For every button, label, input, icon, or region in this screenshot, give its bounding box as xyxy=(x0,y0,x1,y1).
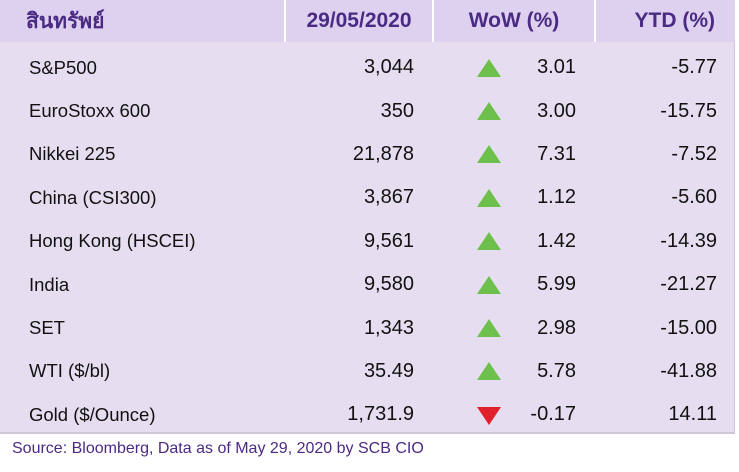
table-row: EuroStoxx 600 350 3.00 -15.75 xyxy=(0,89,735,132)
source-note: Source: Bloomberg, Data as of May 29, 20… xyxy=(12,440,424,457)
wow-value: 1.12 xyxy=(537,186,576,209)
asset-name: Hong Kong (HSCEI) xyxy=(29,230,196,252)
triangle-up-icon xyxy=(476,100,502,122)
asset-value: 1,731.9 xyxy=(347,403,414,426)
asset-name: EuroStoxx 600 xyxy=(29,100,151,122)
table-row: WTI ($/bl) 35.49 5.78 -41.88 xyxy=(0,350,735,393)
triangle-down-icon xyxy=(476,404,502,426)
asset-name: China (CSI300) xyxy=(29,186,157,208)
ytd-value: -7.52 xyxy=(671,142,717,165)
arrow-cell xyxy=(414,404,502,426)
wow-value: 1.42 xyxy=(537,229,576,252)
market-table: สินทรัพย์ 29/05/2020 WoW (%) YTD (%) S&P… xyxy=(0,0,735,434)
triangle-up-icon xyxy=(476,360,502,382)
wow-value: 2.98 xyxy=(537,316,576,339)
arrow-cell xyxy=(414,143,502,165)
asset-value: 35.49 xyxy=(363,359,414,382)
asset-value: 21,878 xyxy=(352,142,414,165)
table-body: S&P500 3,044 3.01 -5.77 EuroStoxx 600 350 3.00… xyxy=(0,46,735,437)
asset-name: Nikkei 225 xyxy=(29,143,116,165)
table-row: China (CSI300) 3,867 1.12 -5.60 xyxy=(0,176,735,219)
triangle-up-icon xyxy=(476,317,502,339)
asset-name: S&P500 xyxy=(29,56,97,78)
table-header: สินทรัพย์ 29/05/2020 WoW (%) YTD (%) xyxy=(0,0,735,42)
asset-name: WTI ($/bl) xyxy=(29,360,111,382)
table-row: Nikkei 225 21,878 7.31 -7.52 xyxy=(0,133,735,176)
table-row: Hong Kong (HSCEI) 9,561 1.42 -14.39 xyxy=(0,220,735,263)
asset-name: SET xyxy=(29,317,65,339)
asset-value: 9,561 xyxy=(363,229,414,252)
wow-value: 3.00 xyxy=(537,99,576,122)
header-asset: สินทรัพย์ xyxy=(0,0,286,42)
arrow-cell xyxy=(414,100,502,122)
ytd-value: -15.75 xyxy=(660,99,717,122)
header-wow: WoW (%) xyxy=(434,0,596,42)
ytd-value: -5.77 xyxy=(671,56,717,79)
asset-name: Gold ($/Ounce) xyxy=(29,403,156,425)
table-row: India 9,580 5.99 -21.27 xyxy=(0,263,735,306)
triangle-up-icon xyxy=(476,274,502,296)
asset-value: 1,343 xyxy=(363,316,414,339)
triangle-up-icon xyxy=(476,57,502,79)
ytd-value: -15.00 xyxy=(660,316,717,339)
ytd-value: -5.60 xyxy=(671,186,717,209)
asset-value: 9,580 xyxy=(363,273,414,296)
arrow-cell xyxy=(414,57,502,79)
header-date: 29/05/2020 xyxy=(286,0,434,42)
wow-value: 7.31 xyxy=(537,142,576,165)
ytd-value: -14.39 xyxy=(660,229,717,252)
ytd-value: -41.88 xyxy=(660,359,717,382)
wow-value: 3.01 xyxy=(537,56,576,79)
arrow-cell xyxy=(414,230,502,252)
triangle-up-icon xyxy=(476,230,502,252)
header-ytd: YTD (%) xyxy=(634,9,716,32)
ytd-value: -21.27 xyxy=(660,273,717,296)
arrow-cell xyxy=(414,360,502,382)
wow-value: 5.99 xyxy=(537,273,576,296)
asset-value: 3,867 xyxy=(363,186,414,209)
asset-value: 350 xyxy=(380,99,414,122)
arrow-cell xyxy=(414,317,502,339)
table-row: Gold ($/Ounce) 1,731.9 -0.17 14.11 xyxy=(0,393,735,436)
table-row: SET 1,343 2.98 -15.00 xyxy=(0,306,735,349)
asset-name: India xyxy=(29,273,70,295)
table-row: S&P500 3,044 3.01 -5.77 xyxy=(0,46,735,89)
arrow-cell xyxy=(414,274,502,296)
triangle-up-icon xyxy=(476,187,502,209)
wow-value: -0.17 xyxy=(530,403,576,426)
arrow-cell xyxy=(414,187,502,209)
ytd-value: 14.11 xyxy=(668,403,717,426)
triangle-up-icon xyxy=(476,143,502,165)
wow-value: 5.78 xyxy=(537,359,576,382)
asset-value: 3,044 xyxy=(363,56,414,79)
